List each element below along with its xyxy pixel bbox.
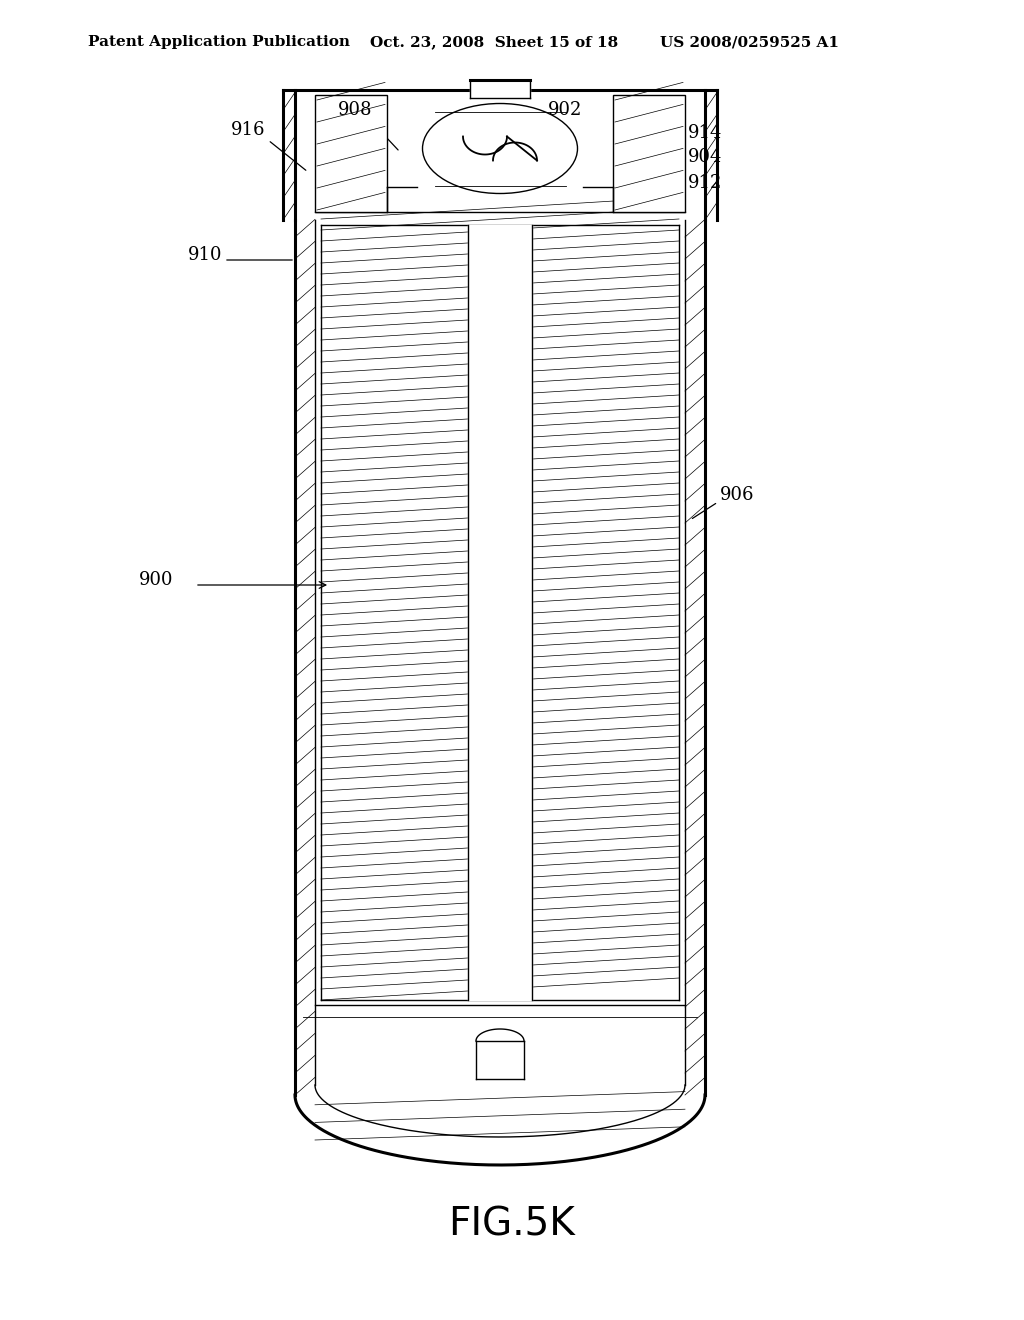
Text: FIG.5K: FIG.5K [449,1206,575,1243]
Text: Oct. 23, 2008  Sheet 15 of 18: Oct. 23, 2008 Sheet 15 of 18 [370,36,618,49]
Text: 904: 904 [688,148,722,166]
Text: US 2008/0259525 A1: US 2008/0259525 A1 [660,36,839,49]
Ellipse shape [423,103,578,194]
Text: 914: 914 [688,124,722,143]
Text: 916: 916 [230,121,265,139]
Text: 912: 912 [688,174,722,191]
Text: 908: 908 [338,102,373,119]
Text: 906: 906 [720,486,755,504]
Text: 910: 910 [187,246,222,264]
Text: 902: 902 [548,102,583,119]
Polygon shape [613,95,685,213]
Text: 900: 900 [138,572,173,589]
Text: Patent Application Publication: Patent Application Publication [88,36,350,49]
Polygon shape [315,95,387,213]
